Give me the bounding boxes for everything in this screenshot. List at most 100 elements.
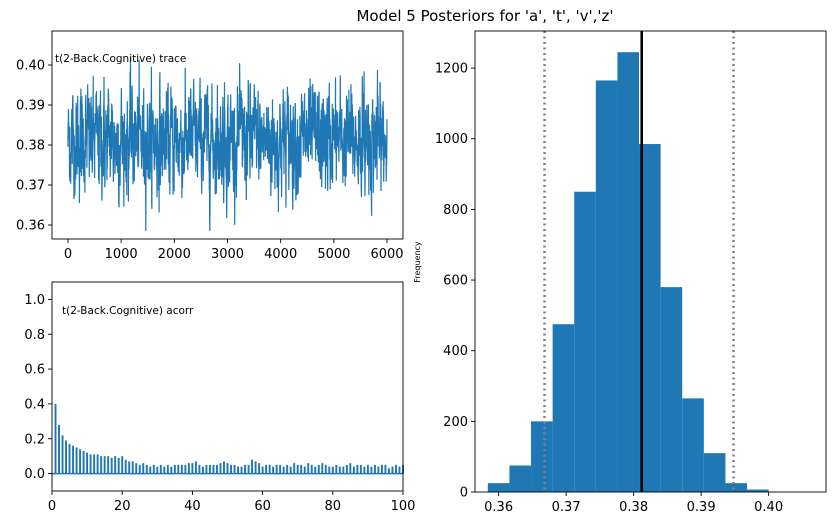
acorr-bar (89, 454, 92, 474)
acorr-bar (223, 461, 225, 474)
acorr-bar (233, 464, 236, 474)
acorr-bar (131, 461, 134, 474)
histogram-bar (617, 52, 640, 492)
trace-y-ticks: 0.36 0.37 0.38 0.39 0.40 (16, 59, 52, 234)
x-tick-label: 0.40 (754, 500, 783, 515)
acorr-bar (61, 435, 64, 474)
acorr-bar (314, 466, 317, 474)
y-tick-label: 0.4 (24, 397, 45, 412)
acorr-bar (82, 450, 85, 474)
x-tick-label: 0.39 (687, 500, 716, 515)
acorr-bar (317, 464, 320, 474)
acorr-bar (152, 464, 155, 474)
trace-plot-area (67, 57, 388, 232)
acorr-bar (324, 464, 327, 474)
acorr-bar (352, 466, 355, 474)
acorr-bar (212, 464, 215, 474)
acorr-bar (177, 464, 180, 474)
x-tick-label: 3000 (211, 247, 244, 262)
y-tick-label: 0.38 (16, 139, 45, 154)
acorr-bar (65, 440, 68, 474)
histogram-bar (552, 324, 575, 492)
acorr-bar (380, 464, 383, 474)
acorr-bar (342, 466, 345, 474)
acorr-bar (145, 464, 148, 474)
histogram-axes-frame (474, 30, 827, 493)
acorr-bar (335, 464, 338, 474)
y-tick-label: 200 (443, 415, 468, 430)
y-tick-label: 1000 (435, 132, 468, 147)
acorr-bar (345, 464, 348, 474)
histogram-bars (487, 52, 769, 493)
y-tick-label: 0.39 (16, 99, 45, 114)
y-tick-label: 600 (443, 274, 468, 289)
y-tick-label: 400 (443, 344, 468, 359)
acorr-bar (261, 466, 264, 474)
acorr-bar (208, 464, 211, 474)
histogram-bar (660, 287, 683, 492)
acorr-bar (96, 454, 99, 474)
y-tick-label: 0.2 (24, 432, 45, 447)
acorr-bar (349, 463, 352, 474)
acorr-bar (321, 463, 324, 474)
acorr-bar (93, 454, 96, 474)
acorr-bar (303, 466, 306, 474)
y-tick-label: 0.37 (16, 179, 45, 194)
acorr-bar (149, 466, 152, 474)
acorr-x-ticks: 0 20 40 60 80 100 (48, 491, 416, 514)
acorr-bar (328, 466, 331, 474)
acorr-bar (251, 459, 254, 474)
acorr-bar (205, 464, 208, 474)
acorr-bar (279, 464, 282, 474)
acorr-bar (384, 464, 387, 474)
y-tick-label: 0.36 (16, 219, 45, 234)
acorr-bar (170, 466, 173, 474)
acorr-bar (58, 424, 60, 474)
histogram-bar (747, 489, 769, 492)
x-tick-label: 6000 (370, 247, 403, 262)
acorr-bar (240, 466, 243, 474)
histogram-ylabel: Frequency (413, 241, 422, 283)
x-tick-label: 1000 (105, 247, 138, 262)
histogram-panel: 0.36 0.37 0.38 0.39 0.40 0 200 400 600 800 1000 12… (413, 30, 827, 515)
x-tick-label: 100 (391, 499, 416, 514)
x-tick-label: 0.38 (619, 500, 648, 515)
acorr-bar (219, 463, 222, 474)
trace-panel: t(2-Back.Cognitive) trace 0 1000 2000 3000 4… (16, 30, 404, 262)
acorr-panel: t(2-Back.Cognitive) acorr 0 20 40 60 80 100 0… (24, 281, 416, 514)
y-tick-label: 0.0 (24, 467, 45, 482)
acorr-annotation: t(2-Back.Cognitive) acorr (62, 305, 194, 317)
acorr-bar (117, 457, 120, 474)
acorr-bar (373, 464, 376, 474)
histogram-bar (509, 465, 532, 492)
y-tick-label: 0 (460, 486, 468, 501)
acorr-bar (75, 447, 78, 474)
acorr-bar (201, 466, 204, 474)
y-tick-label: 1.0 (24, 293, 45, 308)
acorr-y-ticks: 0.0 0.2 0.4 0.6 0.8 1.0 (24, 293, 52, 482)
acorr-bar (370, 466, 373, 474)
acorr-bar (156, 466, 159, 474)
figure-title: Model 5 Posteriors for 'a', 't', 'v','z' (356, 7, 613, 25)
acorr-bar (216, 464, 218, 474)
y-tick-label: 0.40 (16, 59, 45, 74)
acorr-bar (110, 457, 113, 474)
trace-annotation: t(2-Back.Cognitive) trace (55, 53, 186, 65)
histogram-x-ticks: 0.36 0.37 0.38 0.39 0.40 (484, 492, 783, 515)
x-tick-label: 0 (64, 247, 72, 262)
acorr-bar (331, 466, 334, 474)
acorr-bar (128, 461, 131, 474)
acorr-bar (356, 464, 359, 474)
acorr-bar (187, 463, 190, 474)
acorr-bar (191, 463, 194, 474)
acorr-bar (194, 461, 197, 474)
acorr-bar (230, 464, 232, 474)
acorr-bar (296, 464, 299, 474)
acorr-bar (272, 466, 275, 474)
y-tick-label: 800 (443, 203, 468, 218)
acorr-bar (114, 456, 117, 474)
histogram-lines (543, 31, 735, 492)
histogram-y-ticks: 0 200 400 600 800 1000 1200 (435, 62, 475, 501)
acorr-bar (387, 468, 390, 474)
